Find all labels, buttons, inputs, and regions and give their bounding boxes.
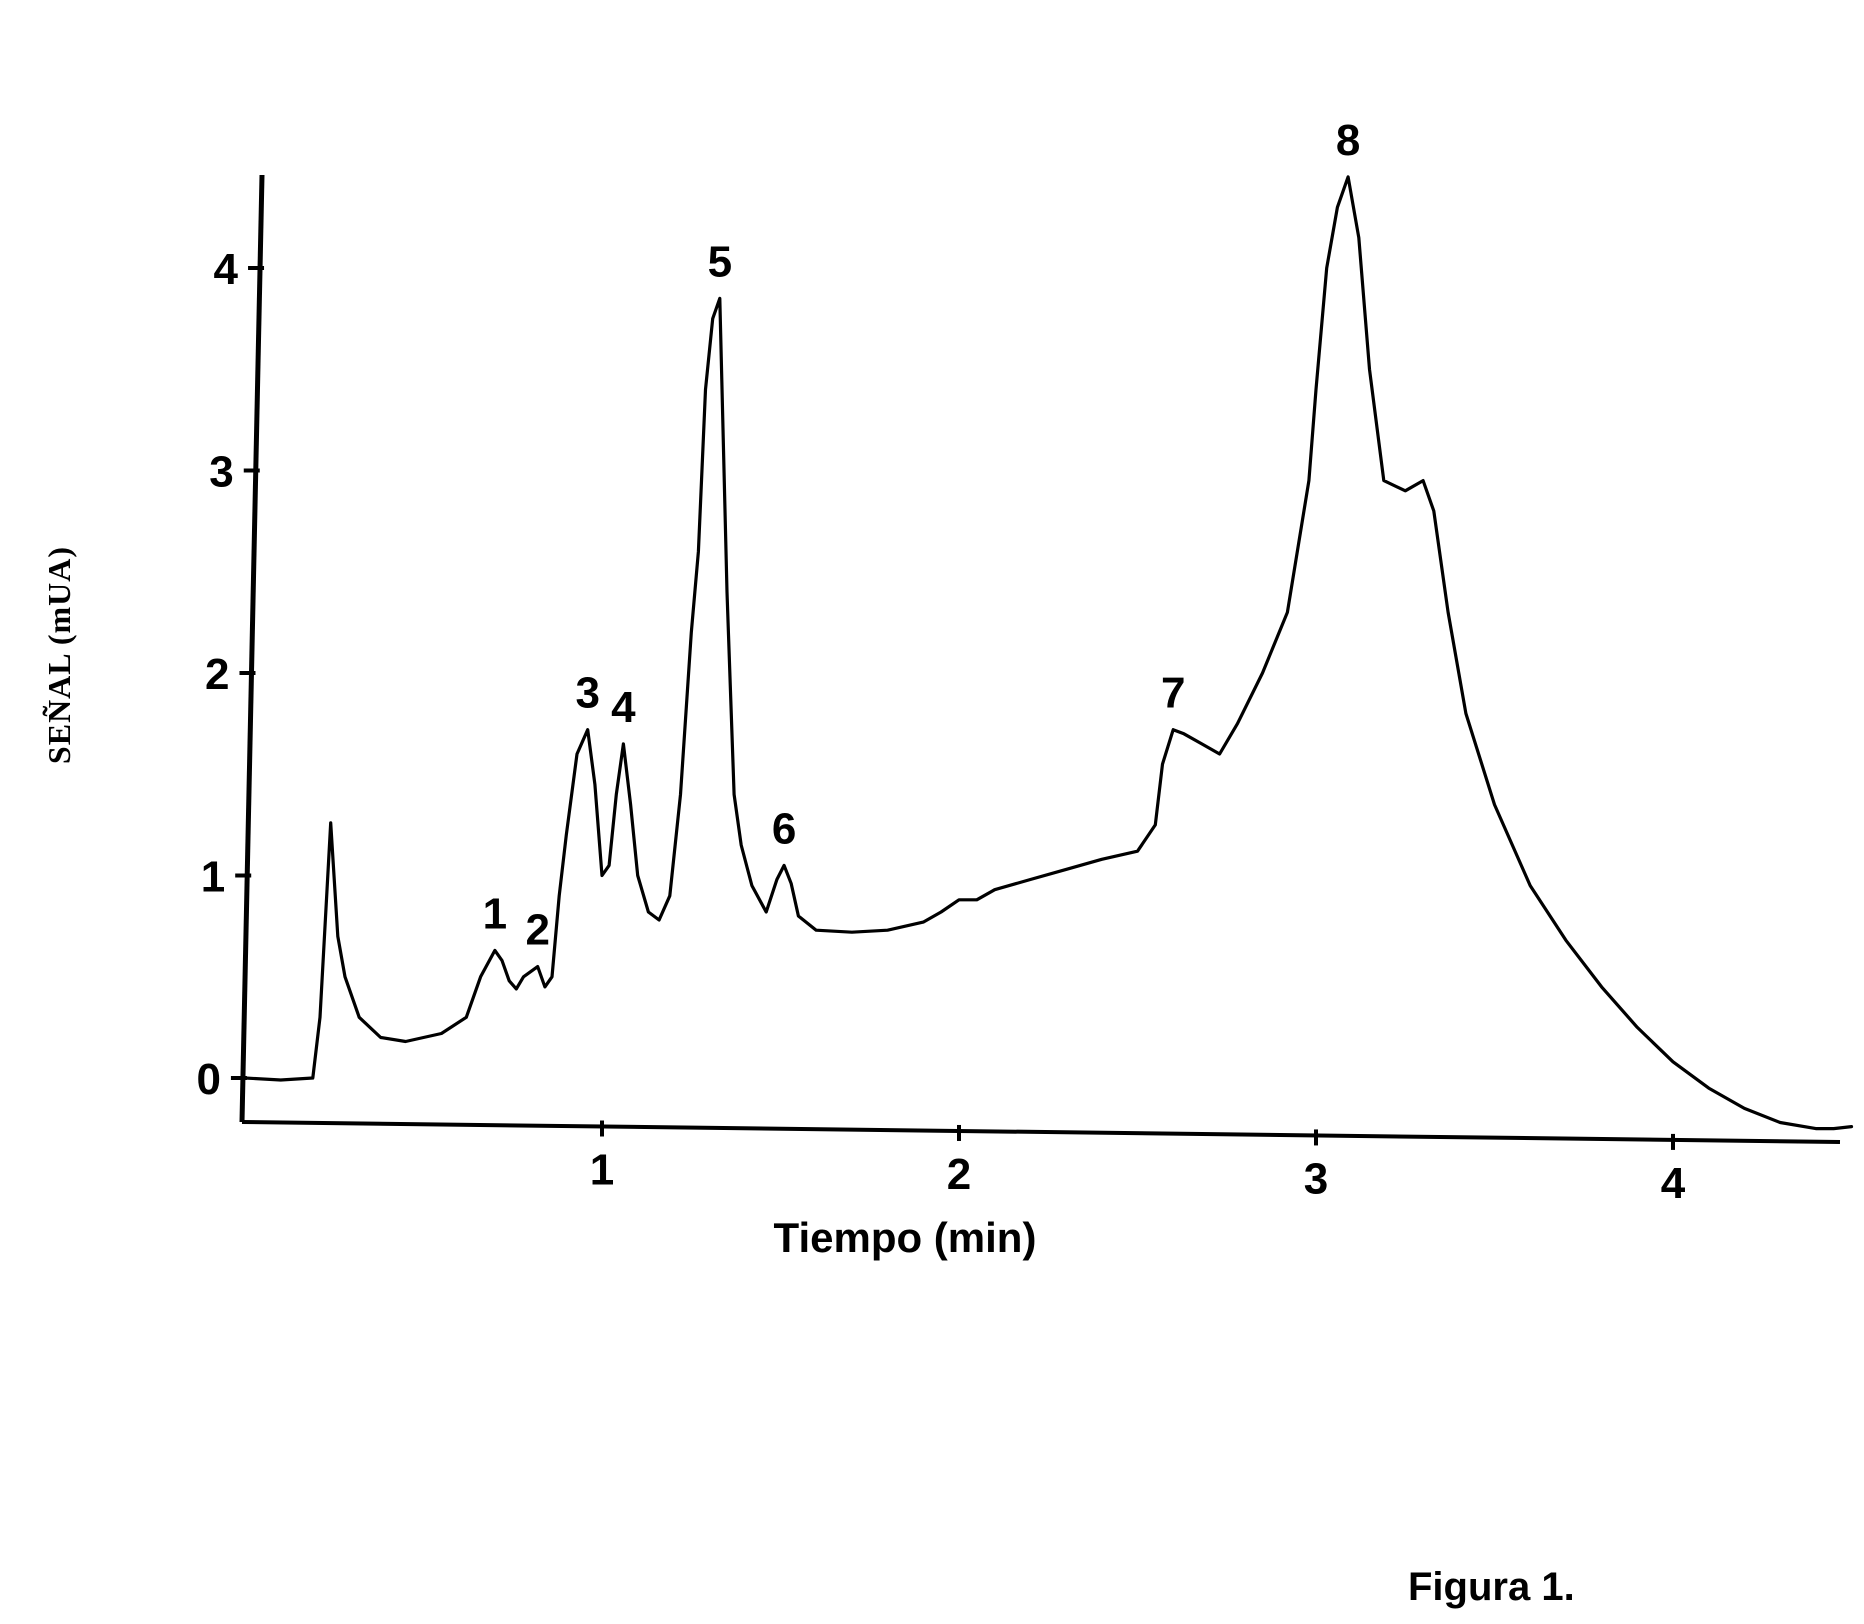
y-tick-label: 3 <box>209 448 233 497</box>
y-ticks: 0 1 2 3 4 <box>196 245 265 1104</box>
x-tick-label: 4 <box>1661 1159 1686 1208</box>
peak-label: 5 <box>708 237 732 286</box>
peak-label: 6 <box>772 804 796 853</box>
figure-caption: Figura 1. <box>1408 1565 1575 1609</box>
x-axis-title: Tiempo (min) <box>774 1214 1037 1261</box>
x-tick-label: 2 <box>947 1150 971 1199</box>
peak-label: 2 <box>525 906 549 955</box>
chromatogram-trace <box>243 175 1854 1131</box>
x-tick-label: 1 <box>590 1146 614 1195</box>
x-axis-line <box>241 1120 1841 1144</box>
x-ticks: 1 2 3 4 <box>590 1120 1686 1208</box>
peak-label: 1 <box>483 889 507 938</box>
y-tick-label: 1 <box>201 853 225 902</box>
peak-label: 8 <box>1336 116 1360 165</box>
y-axis-line <box>239 174 265 1123</box>
peak-label: 4 <box>611 683 636 732</box>
axes <box>239 174 1841 1144</box>
y-axis-title: SEÑAL (mUA) <box>41 546 77 764</box>
y-tick-label: 0 <box>196 1055 220 1104</box>
peak-label: 3 <box>575 669 599 718</box>
x-tick-label: 3 <box>1304 1154 1328 1203</box>
y-tick-label: 4 <box>214 245 239 294</box>
peak-label: 7 <box>1161 669 1185 718</box>
y-tick-label: 2 <box>205 650 229 699</box>
